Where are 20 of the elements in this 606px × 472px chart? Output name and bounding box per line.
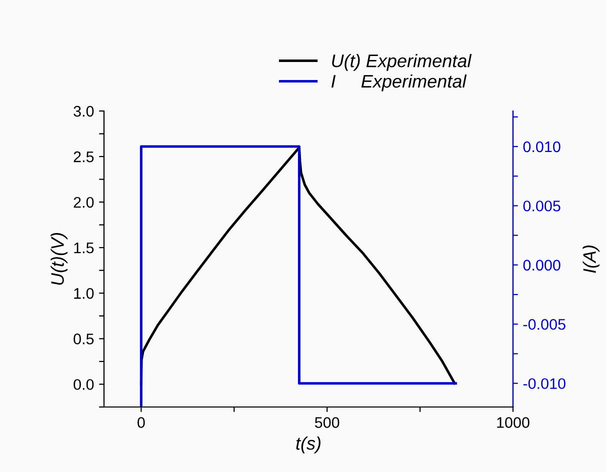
y2-tick-label: 0.005 — [523, 200, 560, 212]
y-tick-label: 1.5 — [74, 242, 94, 254]
y-tick-label: 2.0 — [74, 196, 94, 208]
y-tick-label: 3.0 — [74, 106, 94, 117]
y-tick-label: 1.0 — [74, 288, 94, 299]
y-tick-label: 2.5 — [74, 151, 94, 162]
x-tick-label: 1000 — [497, 417, 530, 428]
x-axis-title: t(s) — [296, 436, 320, 454]
legend-label: U(t) Experimental — [332, 54, 472, 71]
y2-tick-label: 0.010 — [523, 141, 560, 152]
x-tick-label: 500 — [314, 417, 340, 428]
legend-label: I Experimental — [331, 74, 467, 92]
y-tick-label: 0.5 — [74, 334, 94, 344]
y2-axis-title: I(A) — [582, 246, 600, 273]
y-axis-title: U(t)(V) — [50, 233, 68, 285]
y2-tick-label: 0.000 — [523, 260, 560, 271]
x-tick-label: 0 — [138, 417, 145, 428]
y2-tick-label: -0.010 — [523, 378, 566, 390]
y-tick-label: 0.0 — [74, 379, 94, 390]
y2-tick-label: -0.005 — [523, 318, 566, 330]
